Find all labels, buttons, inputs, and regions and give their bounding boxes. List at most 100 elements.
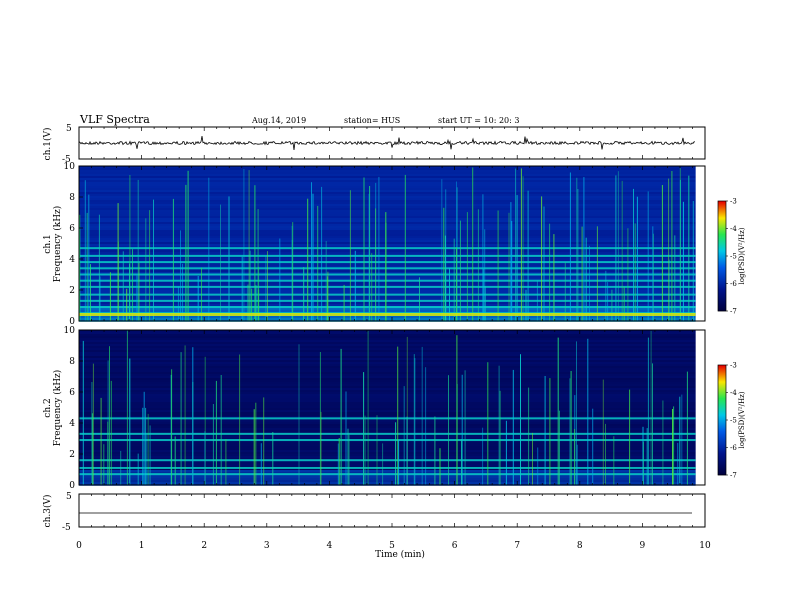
colorbar-slice: [718, 289, 726, 291]
ch2-spec-ylabel-top: ch.2: [43, 398, 53, 417]
spectrogram-row: [79, 406, 696, 408]
spectrogram-row: [79, 442, 696, 444]
sferic-line: [248, 170, 250, 321]
sferic-line: [349, 190, 351, 321]
sferic-line: [180, 230, 181, 321]
colorbar-slice: [718, 414, 726, 416]
sferic-line: [337, 443, 339, 485]
colorbar-tick-label: -5: [730, 417, 737, 425]
ch1-spectrogram-panel: 0 2 4 6 8 10 ch.1 Frequency (kHz) -3 -4 -5 -6 -7 l…: [43, 162, 746, 327]
colorbar-slice: [718, 238, 726, 240]
sferic-line: [254, 185, 256, 321]
spectrogram-row: [79, 358, 696, 360]
x-tick-label: 2: [201, 541, 207, 551]
sferic-line: [317, 205, 319, 321]
sferic-line: [456, 187, 458, 321]
sferic-line: [378, 176, 380, 321]
sferic-line: [320, 411, 322, 485]
sferic-line: [592, 408, 594, 485]
spectrogram-row: [79, 404, 696, 406]
sferic-line: [577, 189, 579, 321]
colorbar-slice: [718, 387, 726, 389]
ch2-spectrogram-panel: 0 2 4 6 8 10 ch.2 Frequency (kHz) -3 -4 -5 -6 -7 l…: [43, 326, 746, 491]
spectrogram-row: [79, 318, 696, 320]
colorbar-slice: [718, 368, 726, 370]
colorbar-slice: [718, 388, 726, 390]
spectrogram-row: [79, 330, 696, 332]
header-date: Aug.14, 2019: [251, 116, 306, 125]
colorbar-slice: [718, 440, 726, 442]
colorbar-slice: [718, 213, 726, 215]
spectrogram-row: [79, 222, 696, 224]
spectral-band: [79, 299, 696, 302]
sferic-line: [92, 363, 94, 485]
spectrogram-row: [79, 400, 696, 402]
colorbar-slice: [718, 242, 726, 244]
colorbar-slice: [718, 380, 726, 382]
colorbar-slice: [718, 239, 726, 241]
colorbar-slice: [718, 382, 726, 384]
colorbar-slice: [718, 439, 726, 441]
sferic-line: [343, 284, 345, 321]
spectrogram-row: [79, 336, 696, 338]
spectrogram-row: [79, 210, 696, 212]
colorbar-slice: [718, 272, 726, 274]
sferic-line: [145, 218, 147, 321]
sferic-line: [185, 184, 187, 321]
colorbar-slice: [718, 297, 726, 299]
sferic-line: [629, 389, 631, 485]
spectrogram-row: [79, 184, 696, 186]
spectrogram-row: [79, 366, 696, 368]
sferic-line: [576, 444, 578, 485]
colorbar-slice: [718, 294, 726, 296]
colorbar-slice: [718, 423, 726, 425]
colorbar-slice: [718, 208, 726, 210]
sferic-line: [180, 352, 182, 485]
colorbar-slice: [718, 254, 726, 256]
colorbar-tick-label: -3: [730, 362, 737, 370]
ch1-spec-ylabel: Frequency (kHz): [52, 206, 63, 283]
colorbar-slice: [718, 261, 726, 263]
spectrogram-row: [79, 480, 696, 482]
colorbar-slice: [718, 280, 726, 282]
sferic-line: [312, 193, 314, 321]
spectrogram-row: [79, 350, 696, 352]
sferic-line: [171, 369, 173, 485]
colorbar-slice: [718, 428, 726, 430]
sferic-line: [376, 415, 378, 485]
colorbar-slice: [718, 218, 726, 220]
spectrogram-row: [79, 204, 696, 206]
spectrogram-row: [79, 364, 696, 366]
colorbar-slice: [718, 421, 726, 423]
colorbar-slice: [718, 389, 726, 391]
colorbar-slice: [718, 395, 726, 397]
sferic-line: [661, 185, 663, 321]
colorbar-slice: [718, 205, 726, 207]
colorbar-slice: [718, 444, 726, 446]
spectrogram-row: [79, 304, 696, 306]
colorbar-slice: [718, 271, 726, 273]
sferic-line: [636, 196, 638, 321]
sferic-line: [434, 416, 436, 485]
y-tick-label: 0: [69, 317, 75, 327]
sferic-line: [239, 354, 241, 485]
colorbar-slice: [718, 386, 726, 388]
colorbar-slice: [718, 231, 726, 233]
colorbar-slice: [718, 378, 726, 380]
colorbar-slice: [718, 292, 726, 294]
colorbar-slice: [718, 255, 726, 257]
colorbar-slice: [718, 384, 726, 386]
colorbar-slice: [718, 202, 726, 204]
spectrogram-row: [79, 426, 696, 428]
sferic-line: [79, 214, 81, 321]
sferic-line: [403, 386, 405, 485]
colorbar-slice: [718, 403, 726, 405]
sferic-line: [325, 241, 327, 321]
colorbar-slice: [718, 251, 726, 253]
spectral-band: [79, 285, 696, 288]
sferic-line: [385, 212, 387, 321]
colorbar-slice: [718, 267, 726, 269]
sferic-line: [215, 380, 217, 485]
spectrogram-row: [79, 344, 696, 346]
colorbar-slice: [718, 253, 726, 255]
